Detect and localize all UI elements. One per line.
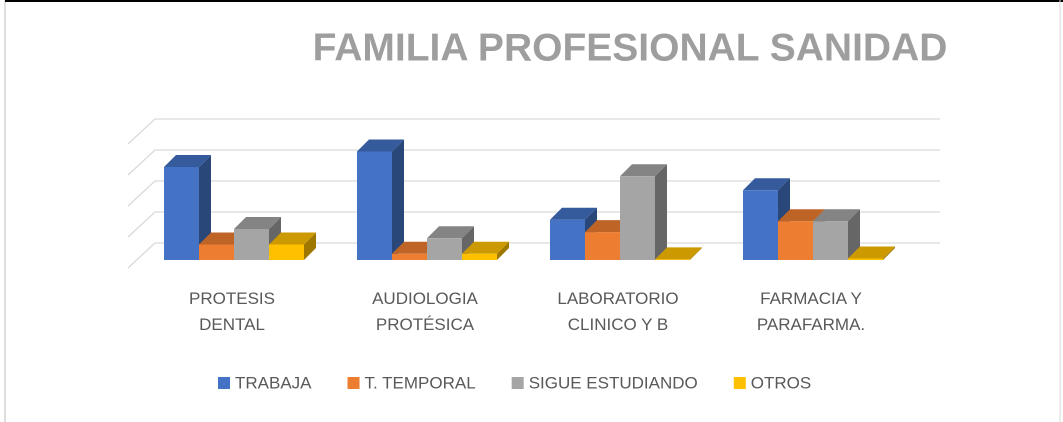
legend-label: T. TEMPORAL (365, 373, 476, 392)
grid-line (127, 118, 940, 145)
bar-front (164, 167, 199, 260)
legend-swatch (511, 377, 524, 389)
legend-swatch (218, 377, 230, 389)
bar-front (357, 151, 392, 260)
bar (848, 246, 895, 260)
bar-top (234, 217, 281, 229)
grid-line (127, 180, 940, 207)
bar-top (164, 155, 211, 167)
grid-line (127, 149, 940, 176)
bar-top (743, 178, 790, 191)
legend-swatch (347, 377, 360, 389)
bar-top (655, 247, 702, 260)
grid-line-part (127, 211, 940, 238)
bar-top (778, 209, 825, 222)
bar-front (269, 244, 304, 260)
x-tick-label: AUDIOLOGIA PROTÉSICA (372, 289, 478, 334)
grid-line-part (127, 242, 940, 269)
bar-top (813, 209, 860, 222)
bar-top (357, 139, 404, 152)
bar-top (550, 207, 597, 220)
bar-front (392, 253, 427, 260)
bar-side (655, 164, 667, 260)
bar (427, 226, 474, 260)
bar-front (778, 221, 813, 260)
x-tick-label: LABORATORIO CLINICO Y B (557, 289, 679, 334)
bar-front (655, 259, 690, 260)
bar-front (813, 221, 848, 260)
bar-front (234, 229, 269, 260)
x-tick-label: FARMACIA Y PARAFARMA. (756, 289, 866, 334)
bar (813, 209, 860, 260)
bar-side (304, 232, 316, 260)
bar (357, 139, 404, 260)
bar-front (620, 176, 655, 260)
bar-front (462, 253, 497, 260)
legend-label: TRABAJA (235, 373, 312, 392)
bar-front (848, 258, 883, 260)
chart-title: FAMILIA PROFESIONAL SANIDAD (313, 26, 948, 69)
legend-swatch (733, 377, 746, 389)
grid-line-part (127, 149, 940, 176)
bar (164, 155, 211, 260)
legend-label: SIGUE ESTUDIANDO (529, 373, 698, 392)
bar-front (585, 232, 620, 260)
bar-top (462, 241, 509, 254)
bar-front (199, 244, 234, 260)
bar-front (427, 238, 462, 260)
bar (462, 241, 509, 260)
bar (743, 178, 790, 260)
grid-line (127, 211, 940, 238)
bar-top (427, 226, 474, 239)
bar-front (743, 190, 778, 260)
grid-line (127, 242, 940, 269)
bar-front (550, 219, 585, 260)
bar-side (199, 155, 211, 260)
x-tick-label: PROTESIS DENTAL (189, 289, 275, 334)
bar (620, 164, 667, 260)
bar-top (848, 246, 895, 259)
grid-line-part (127, 118, 940, 145)
legend-label: OTROS (751, 373, 811, 392)
bar-side (690, 247, 702, 260)
bar-top (269, 232, 316, 245)
bar (269, 232, 316, 260)
grid-line-part (127, 180, 940, 207)
bar-side (883, 246, 895, 260)
bar-side (848, 209, 860, 260)
bar (655, 247, 702, 260)
bar (234, 217, 281, 260)
bar-side (497, 241, 509, 260)
bar-side (392, 139, 404, 260)
bar-top (620, 164, 667, 177)
